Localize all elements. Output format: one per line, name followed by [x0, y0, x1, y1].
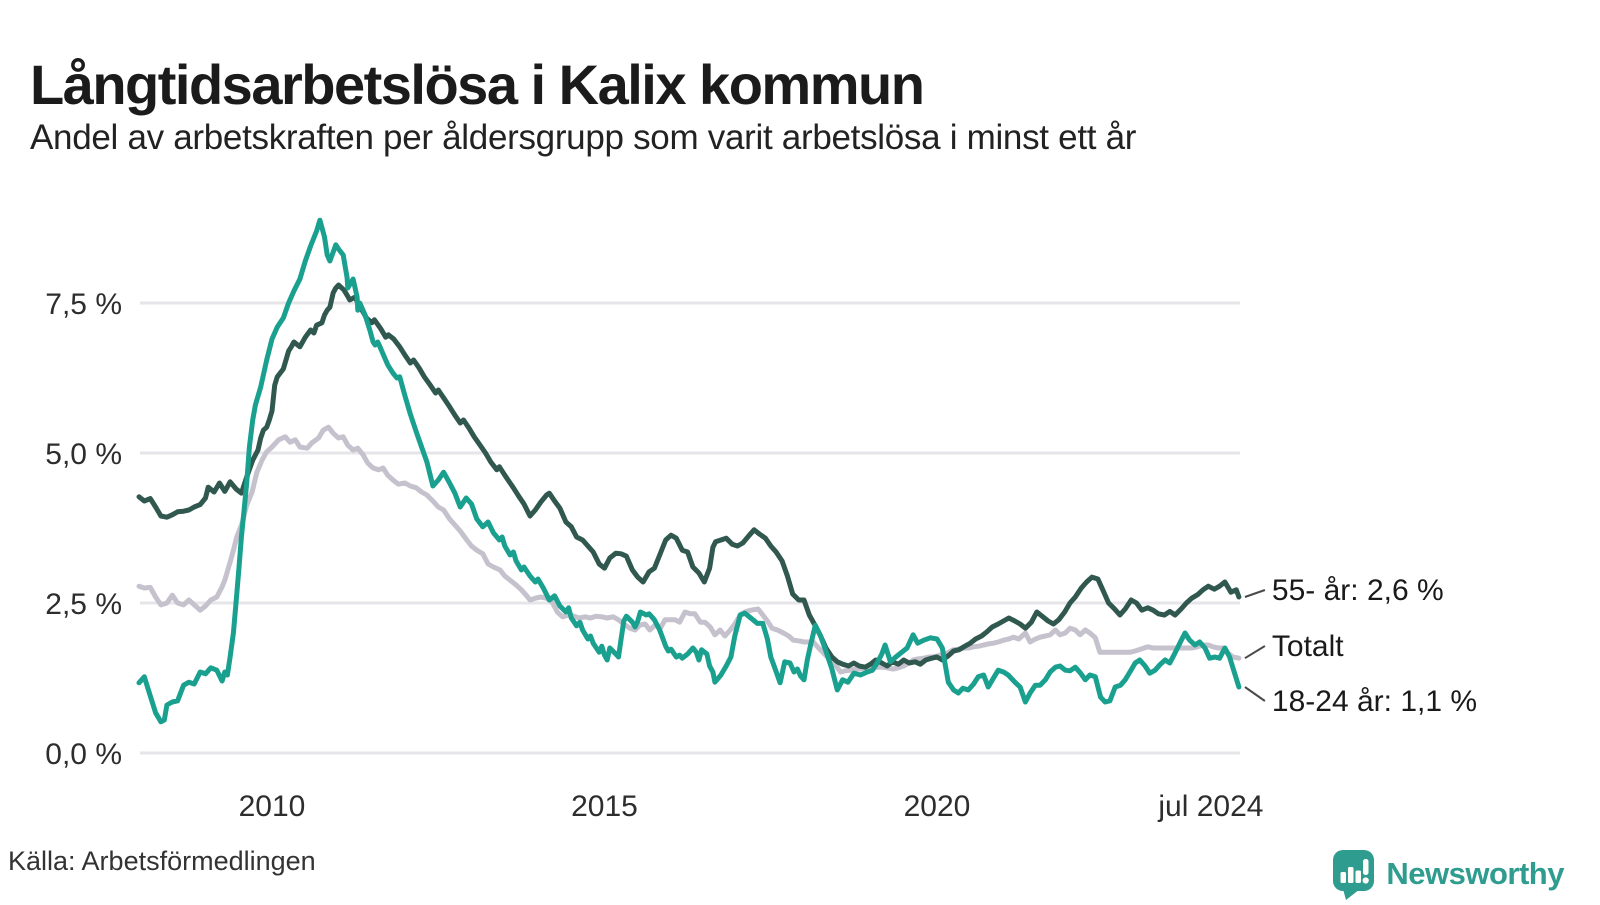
line-chart: 0,0 % 2,5 % 5,0 % 7,5 % 2010 2015 2020 jul 2024…: [45, 217, 1477, 823]
newsworthy-logo-icon: [1331, 848, 1377, 900]
series-label-tick-55-ar: [1244, 589, 1266, 598]
y-axis-tick-label: 7,5 %: [45, 288, 122, 321]
source-note: Källa: Arbetsförmedlingen: [8, 846, 316, 876]
series-end-label-55-ar: 55- år: 2,6 %: [1272, 574, 1444, 607]
newsworthy-brand-name: Newsworthy: [1386, 856, 1564, 891]
x-axis-tick-label: 2010: [239, 790, 306, 823]
series-label-tick-totalt: [1244, 645, 1266, 660]
series-line-18-24-ar: [136, 217, 1242, 725]
series-line-55-ar: [136, 282, 1242, 670]
chart-subtitle: Andel av arbetskraften per åldersgrupp s…: [30, 118, 1137, 157]
page-title: Långtidsarbetslösa i Kalix kommun: [30, 52, 925, 116]
y-axis-tick-label: 5,0 %: [45, 438, 122, 471]
x-axis-tick-label: 2020: [904, 790, 971, 823]
series-line-totalt: [136, 424, 1242, 675]
x-axis-tick-label: 2015: [571, 790, 638, 823]
series-label-tick-18-24-ar: [1244, 686, 1266, 702]
y-axis-tick-label: 2,5 %: [45, 588, 122, 621]
series-end-label-totalt: Totalt: [1272, 630, 1344, 663]
y-axis-tick-label: 0,0 %: [45, 738, 122, 771]
x-axis-tick-label: jul 2024: [1157, 790, 1263, 823]
newsworthy-brand: Newsworthy: [1331, 848, 1564, 900]
series-end-label-18-24-ar: 18-24 år: 1,1 %: [1272, 685, 1477, 718]
